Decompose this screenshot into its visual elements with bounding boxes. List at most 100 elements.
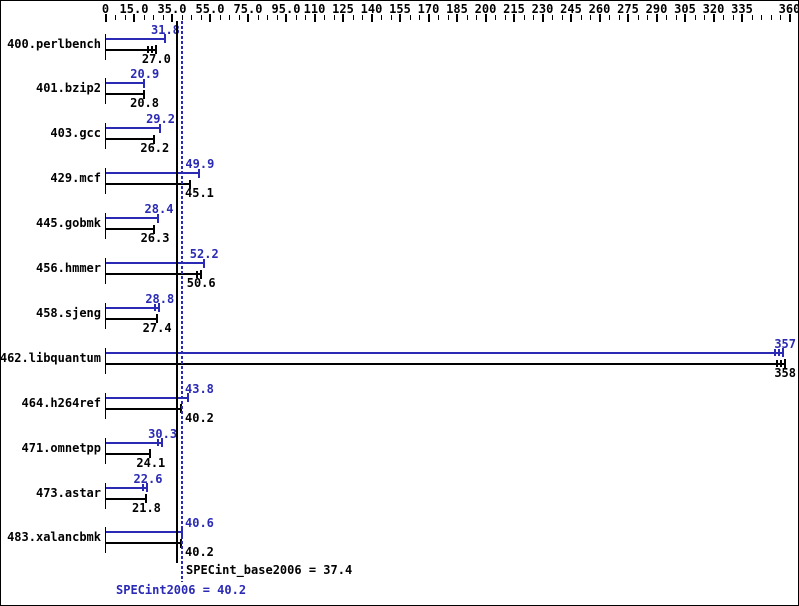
axis-tick-label: 305 [674, 2, 696, 16]
axis-major-tick [655, 14, 658, 22]
base-value-label: 40.2 [185, 545, 214, 560]
base-bar [105, 273, 202, 275]
benchmark-label: 483.xalancbmk [7, 530, 101, 545]
axis-minor-tick [666, 15, 667, 20]
axis-minor-tick [153, 15, 154, 20]
axis-minor-tick [143, 15, 145, 20]
axis-major-tick [133, 14, 135, 22]
row-axis-stem [105, 123, 106, 150]
axis-minor-tick [381, 15, 382, 20]
base-value-label: 24.1 [136, 455, 166, 470]
base-bar [105, 48, 157, 51]
axis-tick-label: 230 [531, 2, 554, 16]
axis-major-tick [427, 14, 430, 22]
base-value-label: 26.2 [140, 141, 170, 156]
axis-minor-tick [181, 15, 183, 20]
axis-minor-tick [409, 15, 411, 20]
peak-value-label: 28.4 [144, 202, 174, 217]
peak-bar [105, 306, 161, 309]
axis-minor-tick [552, 15, 553, 20]
peak-run-mark [154, 304, 157, 312]
benchmark-label: 400.perlbench [7, 36, 101, 51]
peak-bar [105, 217, 160, 220]
axis-major-tick [313, 14, 316, 22]
axis-minor-tick [732, 15, 734, 20]
axis-minor-tick [770, 15, 772, 20]
base-run-mark [150, 46, 153, 53]
axis-major-tick [788, 14, 791, 22]
axis-tick-label: 35.0 [157, 2, 187, 16]
axis-minor-tick [647, 15, 648, 20]
peak-bar-end-cap [158, 303, 161, 313]
peak-value-label: 31.8 [151, 22, 180, 37]
benchmark-label: 473.astar [35, 485, 101, 500]
axis-minor-tick [580, 15, 582, 20]
axis-minor-tick [115, 15, 116, 20]
axis-minor-tick [723, 15, 724, 20]
row-axis-stem [105, 168, 106, 195]
peak-value-label: 40.6 [185, 516, 214, 531]
benchmark-label: 401.bzip2 [35, 81, 101, 96]
axis-minor-tick [238, 15, 240, 20]
axis-minor-tick [438, 15, 439, 20]
base-bar [105, 183, 192, 186]
peak-bar-end-cap [202, 258, 205, 268]
peak-mean-label: SPECint2006 = 40.2 [116, 583, 247, 597]
axis-major-tick [247, 14, 249, 22]
axis-minor-tick [276, 15, 278, 20]
axis-minor-tick [305, 15, 306, 20]
axis-minor-tick [390, 15, 392, 20]
peak-reference-line [180, 21, 183, 582]
axis-tick-label: 215 [503, 2, 525, 16]
row-axis-stem [105, 78, 106, 105]
axis-major-tick [627, 14, 629, 22]
axis-minor-tick [761, 15, 762, 20]
axis-minor-tick [191, 15, 192, 20]
base-bar-end-cap [199, 269, 202, 279]
axis-major-tick [342, 14, 344, 22]
base-run-mark [195, 270, 198, 278]
row-axis-stem [105, 33, 106, 60]
base-value-label: 27.4 [142, 320, 172, 335]
peak-bar [105, 351, 784, 354]
axis-major-tick [684, 14, 686, 22]
base-value-label: 21.8 [132, 500, 161, 515]
peak-bar [105, 441, 164, 444]
base-run-mark [775, 360, 778, 368]
axis-minor-tick [476, 15, 477, 20]
axis-minor-tick [229, 15, 230, 20]
axis-major-tick [541, 14, 544, 22]
axis-tick-label: 140 [360, 2, 383, 16]
axis-tick-label: 55.0 [195, 2, 225, 16]
axis-tick-label: 185 [446, 2, 468, 16]
benchmark-label: 429.mcf [50, 171, 101, 186]
axis-tick-label: 170 [417, 2, 440, 16]
axis-tick-label: 110 [303, 2, 326, 16]
axis-major-tick [104, 14, 107, 22]
axis-minor-tick [609, 15, 610, 20]
peak-bar-end-cap [781, 348, 784, 358]
axis-minor-tick [523, 15, 525, 20]
axis-minor-tick [675, 15, 677, 20]
axis-minor-tick [694, 15, 696, 20]
axis-tick-label: 155 [389, 2, 411, 16]
base-value-label: 26.3 [140, 231, 170, 246]
axis-major-tick [570, 14, 572, 22]
peak-bar [105, 486, 149, 489]
row-axis-stem [105, 527, 106, 554]
base-bar-end-cap [154, 45, 157, 54]
benchmark-label: 462.libquantum [0, 350, 101, 365]
base-bar-end-cap [189, 179, 192, 189]
peak-bar-end-cap [158, 123, 161, 133]
axis-tick-label: 125 [332, 2, 354, 16]
axis-major-tick [598, 14, 601, 22]
axis-minor-tick [504, 15, 506, 20]
base-bar [105, 452, 152, 455]
axis-major-tick [285, 14, 287, 22]
base-bar [105, 497, 147, 500]
benchmark-label: 464.h264ref [21, 395, 101, 410]
axis-minor-tick [447, 15, 449, 20]
axis-major-tick [399, 14, 401, 22]
base-value-label: 45.1 [185, 186, 214, 201]
